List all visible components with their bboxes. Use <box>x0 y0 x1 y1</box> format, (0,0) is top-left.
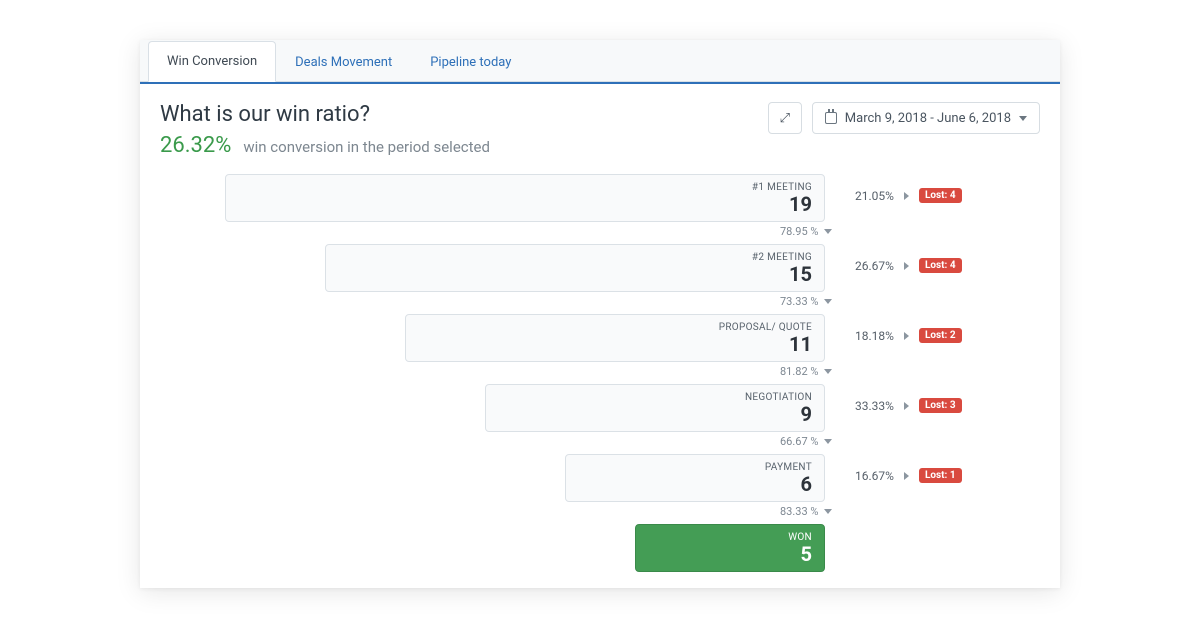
stage-conversion-pct: 83.33 % <box>780 505 832 518</box>
conversion-pct-value: 73.33 % <box>780 295 818 308</box>
funnel-bar[interactable]: #2 MEETING15 <box>325 244 825 292</box>
funnel-bar[interactable]: PROPOSAL/ QUOTE11 <box>405 314 825 362</box>
conversion-pct-value: 78.95 % <box>780 225 818 238</box>
stage-side-metrics: 33.33% Lost: 3 <box>855 398 962 413</box>
subtitle-row: 26.32% win conversion in the period sele… <box>160 133 490 158</box>
funnel-stage: #1 MEETING1921.05%Lost: 478.95 % <box>160 174 1040 222</box>
stage-side-metrics: 18.18% Lost: 2 <box>855 328 962 343</box>
stage-conversion-pct: 73.33 % <box>780 295 832 308</box>
funnel-stage: PAYMENT616.67%Lost: 183.33 % <box>160 454 1040 502</box>
stage-label: PROPOSAL/ QUOTE <box>719 322 812 333</box>
stage-label: PAYMENT <box>765 462 812 473</box>
stage-label: WON <box>788 532 812 543</box>
funnel-stage: NEGOTIATION933.33%Lost: 366.67 % <box>160 384 1040 432</box>
header-left: What is our win ratio? 26.32% win conver… <box>160 102 490 158</box>
stage-lost-pct: 21.05% <box>855 189 894 203</box>
lost-badge[interactable]: Lost: 1 <box>919 468 962 483</box>
date-range-picker[interactable]: March 9, 2018 - June 6, 2018 <box>812 102 1040 134</box>
arrow-down-icon <box>824 369 832 374</box>
funnel-chart: #1 MEETING19 21.05% Lost: 4 78.95 % #2 MEETI… <box>140 166 1060 572</box>
funnel-stage: PROPOSAL/ QUOTE1118.18%Lost: 281.82 % <box>160 314 1040 362</box>
stage-side-metrics: 16.67% Lost: 1 <box>855 468 962 483</box>
report-header: What is our win ratio? 26.32% win conver… <box>140 84 1060 166</box>
arrow-right-icon <box>904 402 909 410</box>
stage-value: 6 <box>801 473 812 495</box>
tab-pipeline-today[interactable]: Pipeline today <box>411 41 530 82</box>
stage-lost-pct: 26.67% <box>855 259 894 273</box>
stage-conversion-pct: 78.95 % <box>780 225 832 238</box>
stage-label: #1 MEETING <box>752 182 812 193</box>
report-panel: Win ConversionDeals MovementPipeline tod… <box>140 40 1060 588</box>
lost-badge[interactable]: Lost: 4 <box>919 188 962 203</box>
arrow-down-icon <box>824 509 832 514</box>
arrow-down-icon <box>824 299 832 304</box>
arrow-down-icon <box>824 439 832 444</box>
stage-conversion-pct: 81.82 % <box>780 365 832 378</box>
tab-win-conversion[interactable]: Win Conversion <box>148 41 276 82</box>
stage-value: 19 <box>789 193 812 215</box>
expand-button[interactable]: ⤢ <box>768 102 802 134</box>
arrow-right-icon <box>904 192 909 200</box>
funnel-bar[interactable]: NEGOTIATION9 <box>485 384 825 432</box>
arrow-down-icon <box>824 229 832 234</box>
chevron-down-icon <box>1019 116 1027 121</box>
date-range-label: March 9, 2018 - June 6, 2018 <box>845 111 1011 126</box>
stage-value: 15 <box>789 263 812 285</box>
funnel-bar[interactable]: #1 MEETING19 <box>225 174 825 222</box>
expand-icon: ⤢ <box>780 111 790 126</box>
stage-label: NEGOTIATION <box>745 392 812 403</box>
arrow-right-icon <box>904 262 909 270</box>
stage-value: 5 <box>801 543 812 565</box>
stage-side-metrics: 21.05% Lost: 4 <box>855 188 962 203</box>
stage-conversion-pct: 66.67 % <box>780 435 832 448</box>
conversion-pct-value: 66.67 % <box>780 435 818 448</box>
win-ratio-caption: win conversion in the period selected <box>243 138 490 156</box>
stage-label: #2 MEETING <box>752 252 812 263</box>
tabbar: Win ConversionDeals MovementPipeline tod… <box>140 40 1060 82</box>
lost-badge[interactable]: Lost: 3 <box>919 398 962 413</box>
arrow-right-icon <box>904 472 909 480</box>
header-controls: ⤢ March 9, 2018 - June 6, 2018 <box>768 102 1040 134</box>
stage-side-metrics: 26.67% Lost: 4 <box>855 258 962 273</box>
win-ratio-value: 26.32% <box>160 133 231 158</box>
stage-value: 9 <box>801 403 812 425</box>
stage-value: 11 <box>789 333 812 355</box>
funnel-bar[interactable]: WON5 <box>635 524 825 572</box>
conversion-pct-value: 81.82 % <box>780 365 818 378</box>
stage-lost-pct: 33.33% <box>855 399 894 413</box>
tab-deals-movement[interactable]: Deals Movement <box>276 41 411 82</box>
calendar-icon <box>825 112 837 124</box>
funnel-stage: #2 MEETING1526.67%Lost: 473.33 % <box>160 244 1040 292</box>
lost-badge[interactable]: Lost: 2 <box>919 328 962 343</box>
funnel-bar[interactable]: PAYMENT6 <box>565 454 825 502</box>
funnel-stage: WON5 <box>160 524 1040 572</box>
conversion-pct-value: 83.33 % <box>780 505 818 518</box>
stage-lost-pct: 16.67% <box>855 469 894 483</box>
page-title: What is our win ratio? <box>160 102 490 127</box>
lost-badge[interactable]: Lost: 4 <box>919 258 962 273</box>
arrow-right-icon <box>904 332 909 340</box>
stage-lost-pct: 18.18% <box>855 329 894 343</box>
